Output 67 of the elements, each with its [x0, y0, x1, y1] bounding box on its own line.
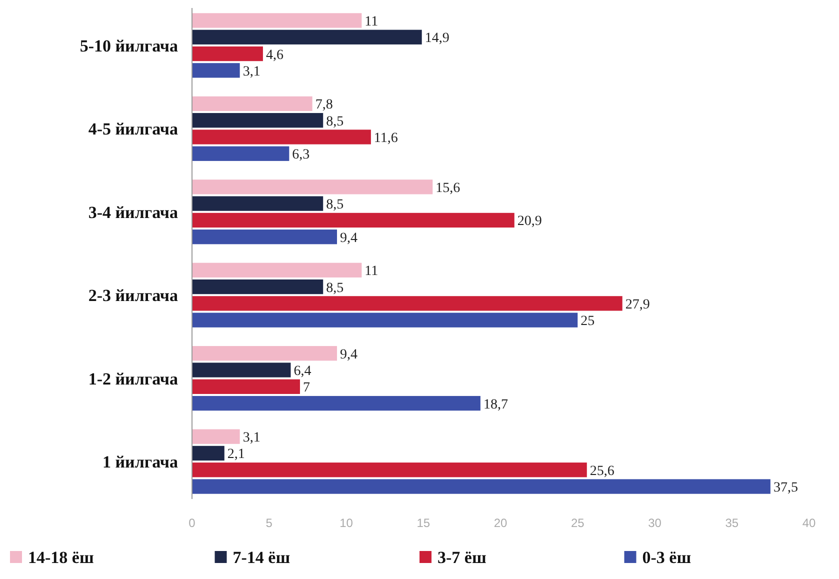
data-label: 14,9 [424, 31, 450, 46]
data-label: 3,1 [242, 430, 260, 446]
bar [192, 30, 422, 44]
data-label: 25 [580, 314, 595, 330]
data-label: 18,7 [483, 397, 508, 412]
y-tick-label: 5-10 йилгача [80, 36, 178, 56]
bar [192, 362, 291, 378]
data-label: 7 [302, 380, 310, 396]
bar [192, 96, 312, 112]
bar [192, 479, 770, 494]
data-label: 9,4 [340, 230, 358, 246]
y-tick-label: 1 йилгача [102, 452, 178, 472]
x-tick-label: 5 [266, 516, 273, 530]
data-label: 4,6 [266, 48, 284, 63]
bar [192, 312, 578, 328]
bar [192, 46, 263, 62]
bar [192, 130, 371, 144]
bar [192, 279, 324, 294]
y-tick-label: 3-4 йилгача [88, 202, 178, 222]
bar [192, 13, 362, 28]
x-tick-label: 10 [340, 516, 354, 530]
data-label: 3,1 [242, 64, 260, 80]
bar [192, 63, 240, 78]
data-label: 6,4 [294, 364, 312, 380]
data-label: 11,6 [374, 130, 398, 146]
data-label: 27,9 [625, 297, 650, 312]
bar [192, 429, 240, 444]
y-tick-label: 1-2 йилгача [88, 369, 178, 388]
bar [192, 212, 514, 228]
bar [192, 230, 337, 244]
data-label: 2,1 [227, 447, 245, 462]
x-tick-label: 15 [416, 516, 430, 530]
y-tick-label: 2-3 йилгача [88, 286, 178, 306]
bar [192, 396, 480, 411]
data-label: 8,5 [326, 114, 344, 130]
bar [192, 296, 622, 311]
y-tick-label: 4-5 йилгача [88, 120, 178, 139]
x-tick-label: 25 [570, 516, 585, 530]
bar [192, 196, 324, 211]
legend-label: 14-18 ёш [28, 548, 94, 567]
legend-label: 0-3 ёш [642, 548, 692, 567]
data-label: 15,6 [436, 180, 460, 196]
data-label: 9,4 [340, 347, 358, 362]
bar [192, 446, 224, 461]
bar [192, 180, 433, 194]
bar [192, 346, 337, 361]
bar [192, 379, 300, 394]
data-label: 8,5 [326, 198, 344, 213]
x-tick-label: 20 [494, 516, 508, 530]
data-label: 6,3 [292, 148, 310, 163]
legend-label: 7-14 ёш [232, 548, 290, 567]
bar [192, 113, 324, 128]
legend-label: 3-7 ёш [438, 548, 486, 567]
data-label: 25,6 [590, 464, 614, 479]
bar [192, 146, 290, 161]
x-tick-label: 30 [648, 516, 662, 530]
data-label: 7,8 [315, 98, 333, 113]
x-tick-label: 40 [802, 516, 816, 530]
x-tick-label: 0 [188, 516, 196, 530]
data-label: 11 [364, 14, 378, 30]
bar [192, 462, 587, 478]
x-tick-label: 35 [725, 516, 739, 530]
data-label: 8,5 [326, 280, 344, 296]
bar [192, 262, 362, 278]
data-label: 37,5 [773, 480, 798, 496]
data-label: 11 [364, 264, 378, 280]
data-label: 20,9 [517, 214, 542, 230]
